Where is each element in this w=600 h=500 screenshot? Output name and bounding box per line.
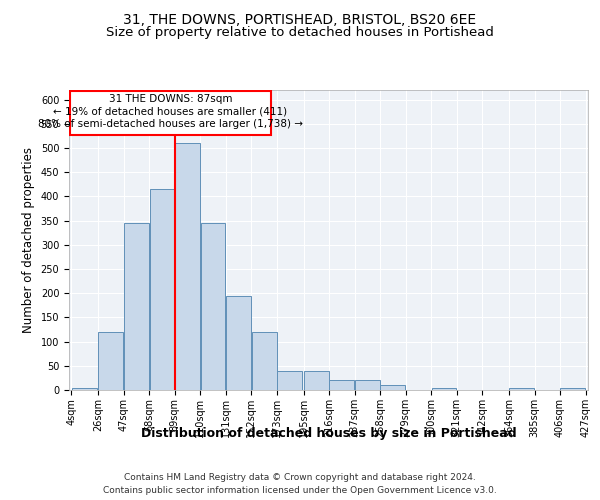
Text: Distribution of detached houses by size in Portishead: Distribution of detached houses by size … — [141, 428, 517, 440]
Bar — [509, 388, 534, 390]
Bar — [380, 385, 406, 390]
Bar — [200, 223, 226, 390]
Text: 31, THE DOWNS, PORTISHEAD, BRISTOL, BS20 6EE: 31, THE DOWNS, PORTISHEAD, BRISTOL, BS20… — [124, 12, 476, 26]
Text: 31 THE DOWNS: 87sqm: 31 THE DOWNS: 87sqm — [109, 94, 232, 104]
Bar — [431, 388, 457, 390]
Bar — [149, 189, 175, 390]
Text: ← 19% of detached houses are smaller (411): ← 19% of detached houses are smaller (41… — [53, 106, 287, 117]
Bar — [355, 380, 380, 390]
Bar — [277, 370, 302, 390]
Bar — [124, 223, 149, 390]
Text: Size of property relative to detached houses in Portishead: Size of property relative to detached ho… — [106, 26, 494, 39]
FancyBboxPatch shape — [70, 91, 271, 135]
Bar — [175, 143, 200, 390]
Bar — [72, 388, 97, 390]
Text: Contains HM Land Registry data © Crown copyright and database right 2024.: Contains HM Land Registry data © Crown c… — [124, 472, 476, 482]
Bar — [226, 296, 251, 390]
Bar — [329, 380, 355, 390]
Y-axis label: Number of detached properties: Number of detached properties — [22, 147, 35, 333]
Text: 80% of semi-detached houses are larger (1,738) →: 80% of semi-detached houses are larger (… — [38, 119, 303, 129]
Bar — [251, 332, 277, 390]
Bar — [98, 332, 124, 390]
Text: Contains public sector information licensed under the Open Government Licence v3: Contains public sector information licen… — [103, 486, 497, 495]
Bar — [304, 370, 329, 390]
Bar — [560, 388, 585, 390]
